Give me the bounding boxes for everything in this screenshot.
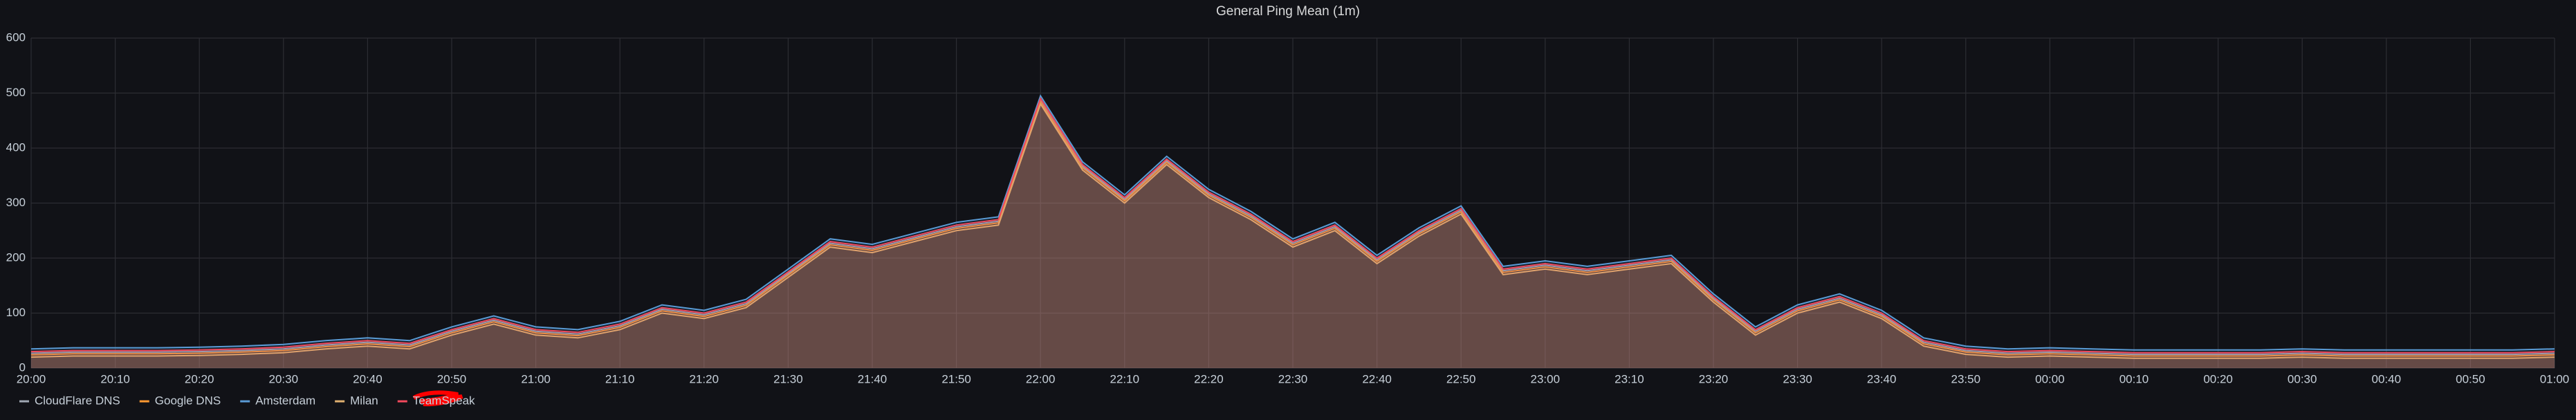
x-tick-label: 21:40 [858,372,887,385]
x-tick-label: 23:20 [1699,372,1729,385]
y-tick-label: 200 [6,250,26,264]
y-tick-label: 0 [19,360,26,374]
x-tick-label: 21:50 [941,372,971,385]
x-tick-label: 23:40 [1867,372,1897,385]
x-tick-label: 21:00 [521,372,551,385]
x-tick-label: 00:30 [2288,372,2317,385]
x-tick-label: 23:10 [1614,372,1644,385]
x-tick-label: 21:30 [773,372,803,385]
legend-label: Google DNS [155,394,221,407]
x-tick-label: 20:30 [269,372,299,385]
legend-label: CloudFlare DNS [35,394,120,407]
area-fill [31,95,2555,368]
series-line [30,98,2555,356]
x-tick-label: 22:00 [1026,372,1056,385]
x-tick-label: 22:50 [1446,372,1476,385]
x-tick-label: 21:20 [690,372,719,385]
legend-label: Amsterdam [255,394,315,407]
series-line [30,102,2555,359]
x-tick-label: 00:40 [2372,372,2402,385]
x-tick-label: 00:20 [2203,372,2233,385]
x-tick-label: 22:10 [1110,372,1140,385]
y-tick-label: 500 [6,86,26,99]
x-tick-label: 00:10 [2119,372,2149,385]
series-line [30,100,2555,357]
x-tick-label: 23:30 [1783,372,1812,385]
x-tick-label: 20:20 [185,372,214,385]
x-tick-label: 22:40 [1362,372,1392,385]
area-fill [31,98,2555,368]
x-tick-label: 20:50 [437,372,467,385]
x-tick-label: 20:40 [353,372,383,385]
y-tick-label: 300 [6,196,26,209]
x-tick-label: 20:10 [100,372,130,385]
y-tick-label: 100 [6,306,26,319]
legend-label: Milan [350,394,378,407]
chart-title: General Ping Mean (1m) [1216,4,1360,19]
series-line [30,97,2555,354]
redaction-scribble [412,390,463,407]
x-tick-label: 00:00 [2035,372,2065,385]
x-tick-label: 20:00 [17,372,46,385]
x-tick-label: 22:20 [1194,372,1224,385]
legend-label: TeamSpeak [413,394,475,407]
y-tick-label: 600 [6,30,26,44]
x-tick-label: 23:00 [1531,372,1561,385]
area-fill [31,100,2555,369]
area-fill [31,104,2555,368]
y-tick-label: 400 [6,140,26,154]
x-tick-label: 23:50 [1951,372,1981,385]
x-tick-label: 21:10 [605,372,635,385]
x-tick-label: 01:00 [2540,372,2570,385]
x-tick-label: 22:30 [1278,372,1308,385]
series-line [30,94,2555,351]
area-fill [31,102,2555,368]
x-tick-label: 00:50 [2456,372,2485,385]
